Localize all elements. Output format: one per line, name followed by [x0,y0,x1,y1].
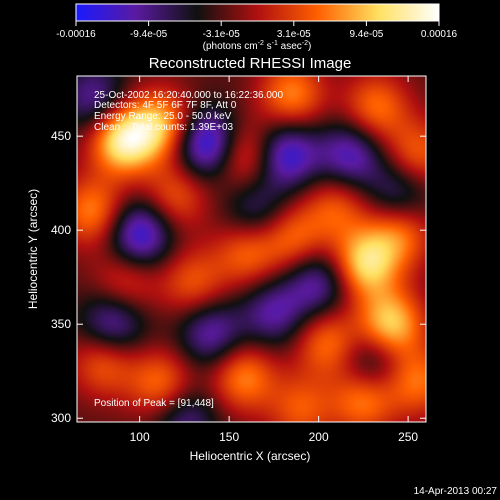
y-tick-label: 350 [51,317,71,331]
annotation-energy-range: Energy Range: 25.0 - 50.0 keV [94,111,232,122]
colorbar [75,3,440,22]
x-tick-label: 150 [219,430,239,444]
x-tick-label: 250 [398,430,418,444]
annotation-detectors: Detectors: 4F 5F 6F 7F 8F, Att 0 [94,100,237,111]
plot-frame [76,75,427,423]
x-axis-ticks: 100 150 200 250 [130,76,418,444]
x-tick-label: 100 [130,430,150,444]
colorbar-ticks: -0.00016 -9.4e-05 -3.1e-05 3.1e-05 9.4e-05 0.… [56,21,458,40]
colorbar-tick-label: 0.00016 [421,29,458,40]
footer-timestamp: 14-Apr-2013 00:27 [414,486,498,497]
annotation-time-range: 25-Oct-2002 16:20:40.000 to 16:22:36.000 [94,90,283,101]
y-tick-label: 300 [51,411,71,425]
colorbar-tick-label: -0.00016 [56,29,96,40]
colorbar-tick-label: -9.4e-05 [130,29,168,40]
chart-title: Reconstructed RHESSI Image [149,55,352,72]
x-tick-label: 200 [309,430,329,444]
heatmap-image [77,76,426,422]
y-tick-label: 400 [51,223,71,237]
colorbar-tick-label: 3.1e-05 [277,29,311,40]
y-tick-label: 450 [51,129,71,143]
y-axis-ticks: 300 350 400 450 [51,129,426,425]
y-axis-label: Heliocentric Y (arcsec) [26,189,40,309]
annotation-peak-position: Position of Peak = [91,448] [94,398,214,409]
colorbar-tick-label: 9.4e-05 [349,29,383,40]
colorbar-unit-label: (photons cm-2 s-1 asec-2) [203,40,312,52]
annotation-clean-counts: Clean Total counts: 1.39E+03 [94,122,234,133]
x-axis-label: Heliocentric X (arcsec) [190,449,311,463]
colorbar-tick-label: -3.1e-05 [203,29,241,40]
